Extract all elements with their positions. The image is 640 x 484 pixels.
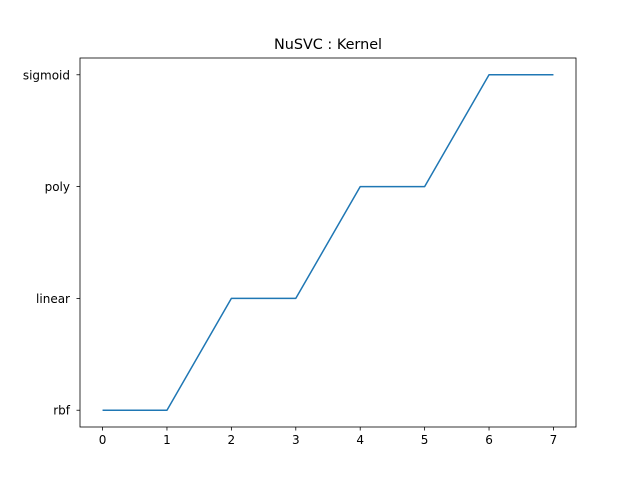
series-layer	[102, 74, 554, 411]
chart-title: NuSVC : Kernel	[274, 37, 382, 53]
y-tick-label: rbf	[53, 404, 71, 418]
x-tick-label: 6	[485, 433, 493, 447]
y-axis-ticks: rbf linear poly sigmoid	[23, 68, 80, 418]
x-tick-label: 0	[99, 433, 107, 447]
x-tick-label: 3	[292, 433, 300, 447]
y-tick-label: linear	[36, 292, 70, 306]
x-tick-label: 5	[421, 433, 429, 447]
x-tick-label: 7	[550, 433, 558, 447]
x-tick-label: 1	[163, 433, 171, 447]
y-tick-label: sigmoid	[23, 68, 70, 82]
y-tick-label: poly	[45, 180, 70, 194]
x-tick-label: 2	[228, 433, 236, 447]
x-tick-label: 4	[356, 433, 364, 447]
x-axis-ticks: 0 1 2 3 4 5 6 7	[99, 427, 558, 447]
series-line	[102, 74, 554, 411]
plot-area-frame	[79, 57, 577, 428]
